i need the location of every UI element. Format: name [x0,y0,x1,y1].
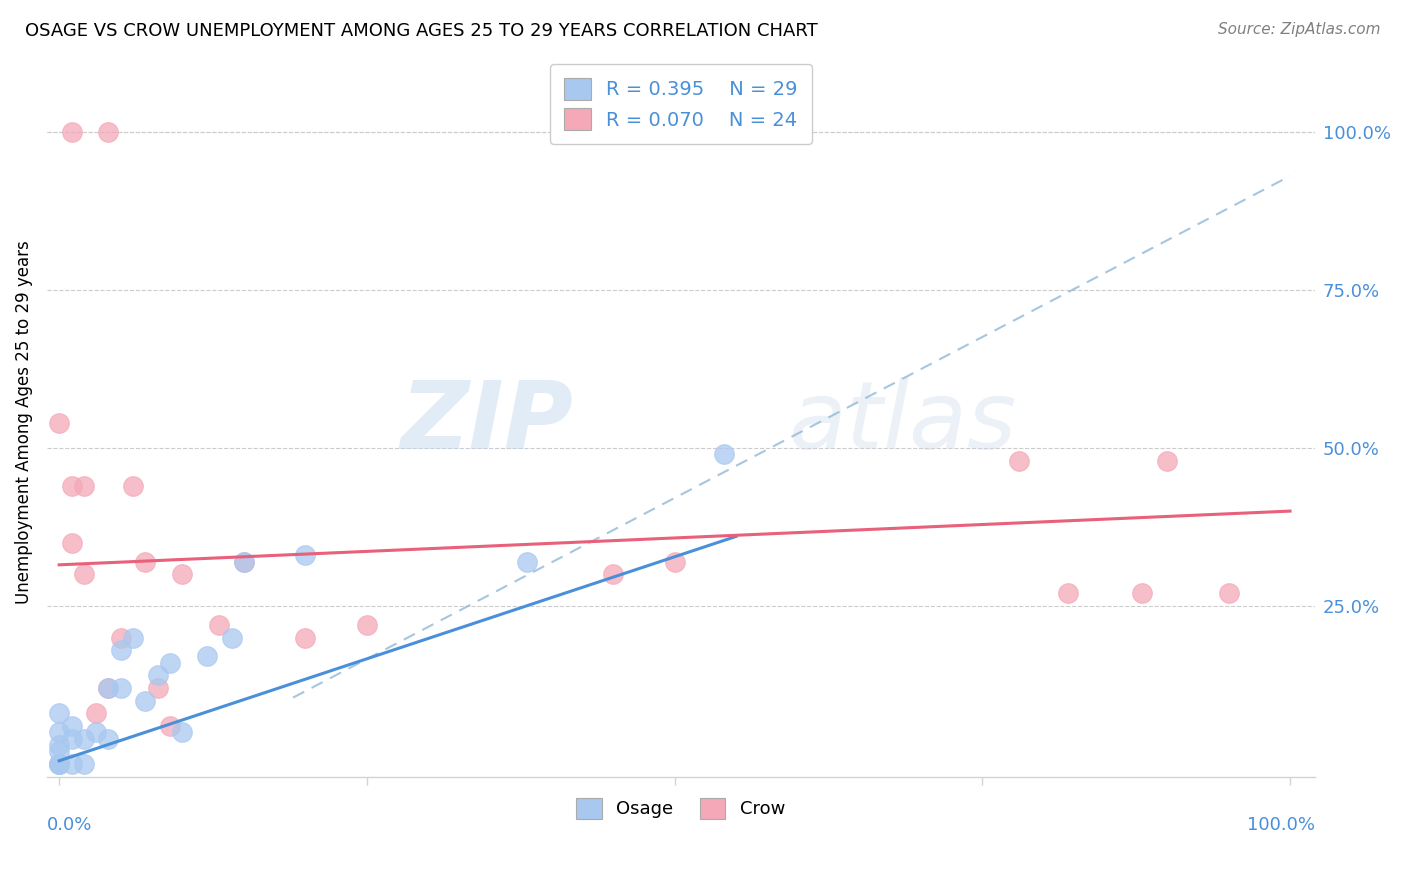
Point [110,643,132,657]
Point [159,719,181,733]
Point [48,416,70,430]
Point [110,681,132,695]
Point [48,744,70,758]
Point [97,731,120,746]
Point [516,555,538,569]
Point [97,125,120,139]
Point [84,725,107,739]
Point [1218,586,1240,600]
Point [146,681,169,695]
Point [1156,453,1178,467]
Point [195,649,218,664]
Point [60,535,83,549]
Point [208,618,231,632]
Point [97,681,120,695]
Point [48,756,70,771]
Point [602,567,624,582]
Point [221,631,243,645]
Point [232,555,254,569]
Point [97,681,120,695]
Y-axis label: Unemployment Among Ages 25 to 29 years: Unemployment Among Ages 25 to 29 years [15,241,32,605]
Point [60,719,83,733]
Point [1130,586,1153,600]
Point [73,567,96,582]
Point [48,725,70,739]
Point [110,631,132,645]
Point [60,125,83,139]
Point [172,567,194,582]
Point [73,756,96,771]
Point [294,631,316,645]
Point [713,447,735,461]
Text: atlas: atlas [789,377,1017,468]
Point [1057,586,1080,600]
Point [48,756,70,771]
Point [122,631,145,645]
Point [73,731,96,746]
Point [84,706,107,721]
Text: 0.0%: 0.0% [46,815,93,833]
Point [73,479,96,493]
Point [60,479,83,493]
Text: Source: ZipAtlas.com: Source: ZipAtlas.com [1218,22,1381,37]
Point [159,656,181,670]
Point [134,694,156,708]
Point [146,668,169,682]
Point [122,479,145,493]
Legend: Osage, Crow: Osage, Crow [564,785,799,831]
Point [134,555,156,569]
Point [60,731,83,746]
Point [294,549,316,563]
Text: 100.0%: 100.0% [1247,815,1315,833]
Point [48,756,70,771]
Point [48,738,70,752]
Point [664,555,686,569]
Text: OSAGE VS CROW UNEMPLOYMENT AMONG AGES 25 TO 29 YEARS CORRELATION CHART: OSAGE VS CROW UNEMPLOYMENT AMONG AGES 25… [25,22,818,40]
Point [48,756,70,771]
Point [232,555,254,569]
Point [356,618,378,632]
Point [48,706,70,721]
Point [172,725,194,739]
Point [1008,453,1031,467]
Text: ZIP: ZIP [401,376,574,468]
Point [60,756,83,771]
